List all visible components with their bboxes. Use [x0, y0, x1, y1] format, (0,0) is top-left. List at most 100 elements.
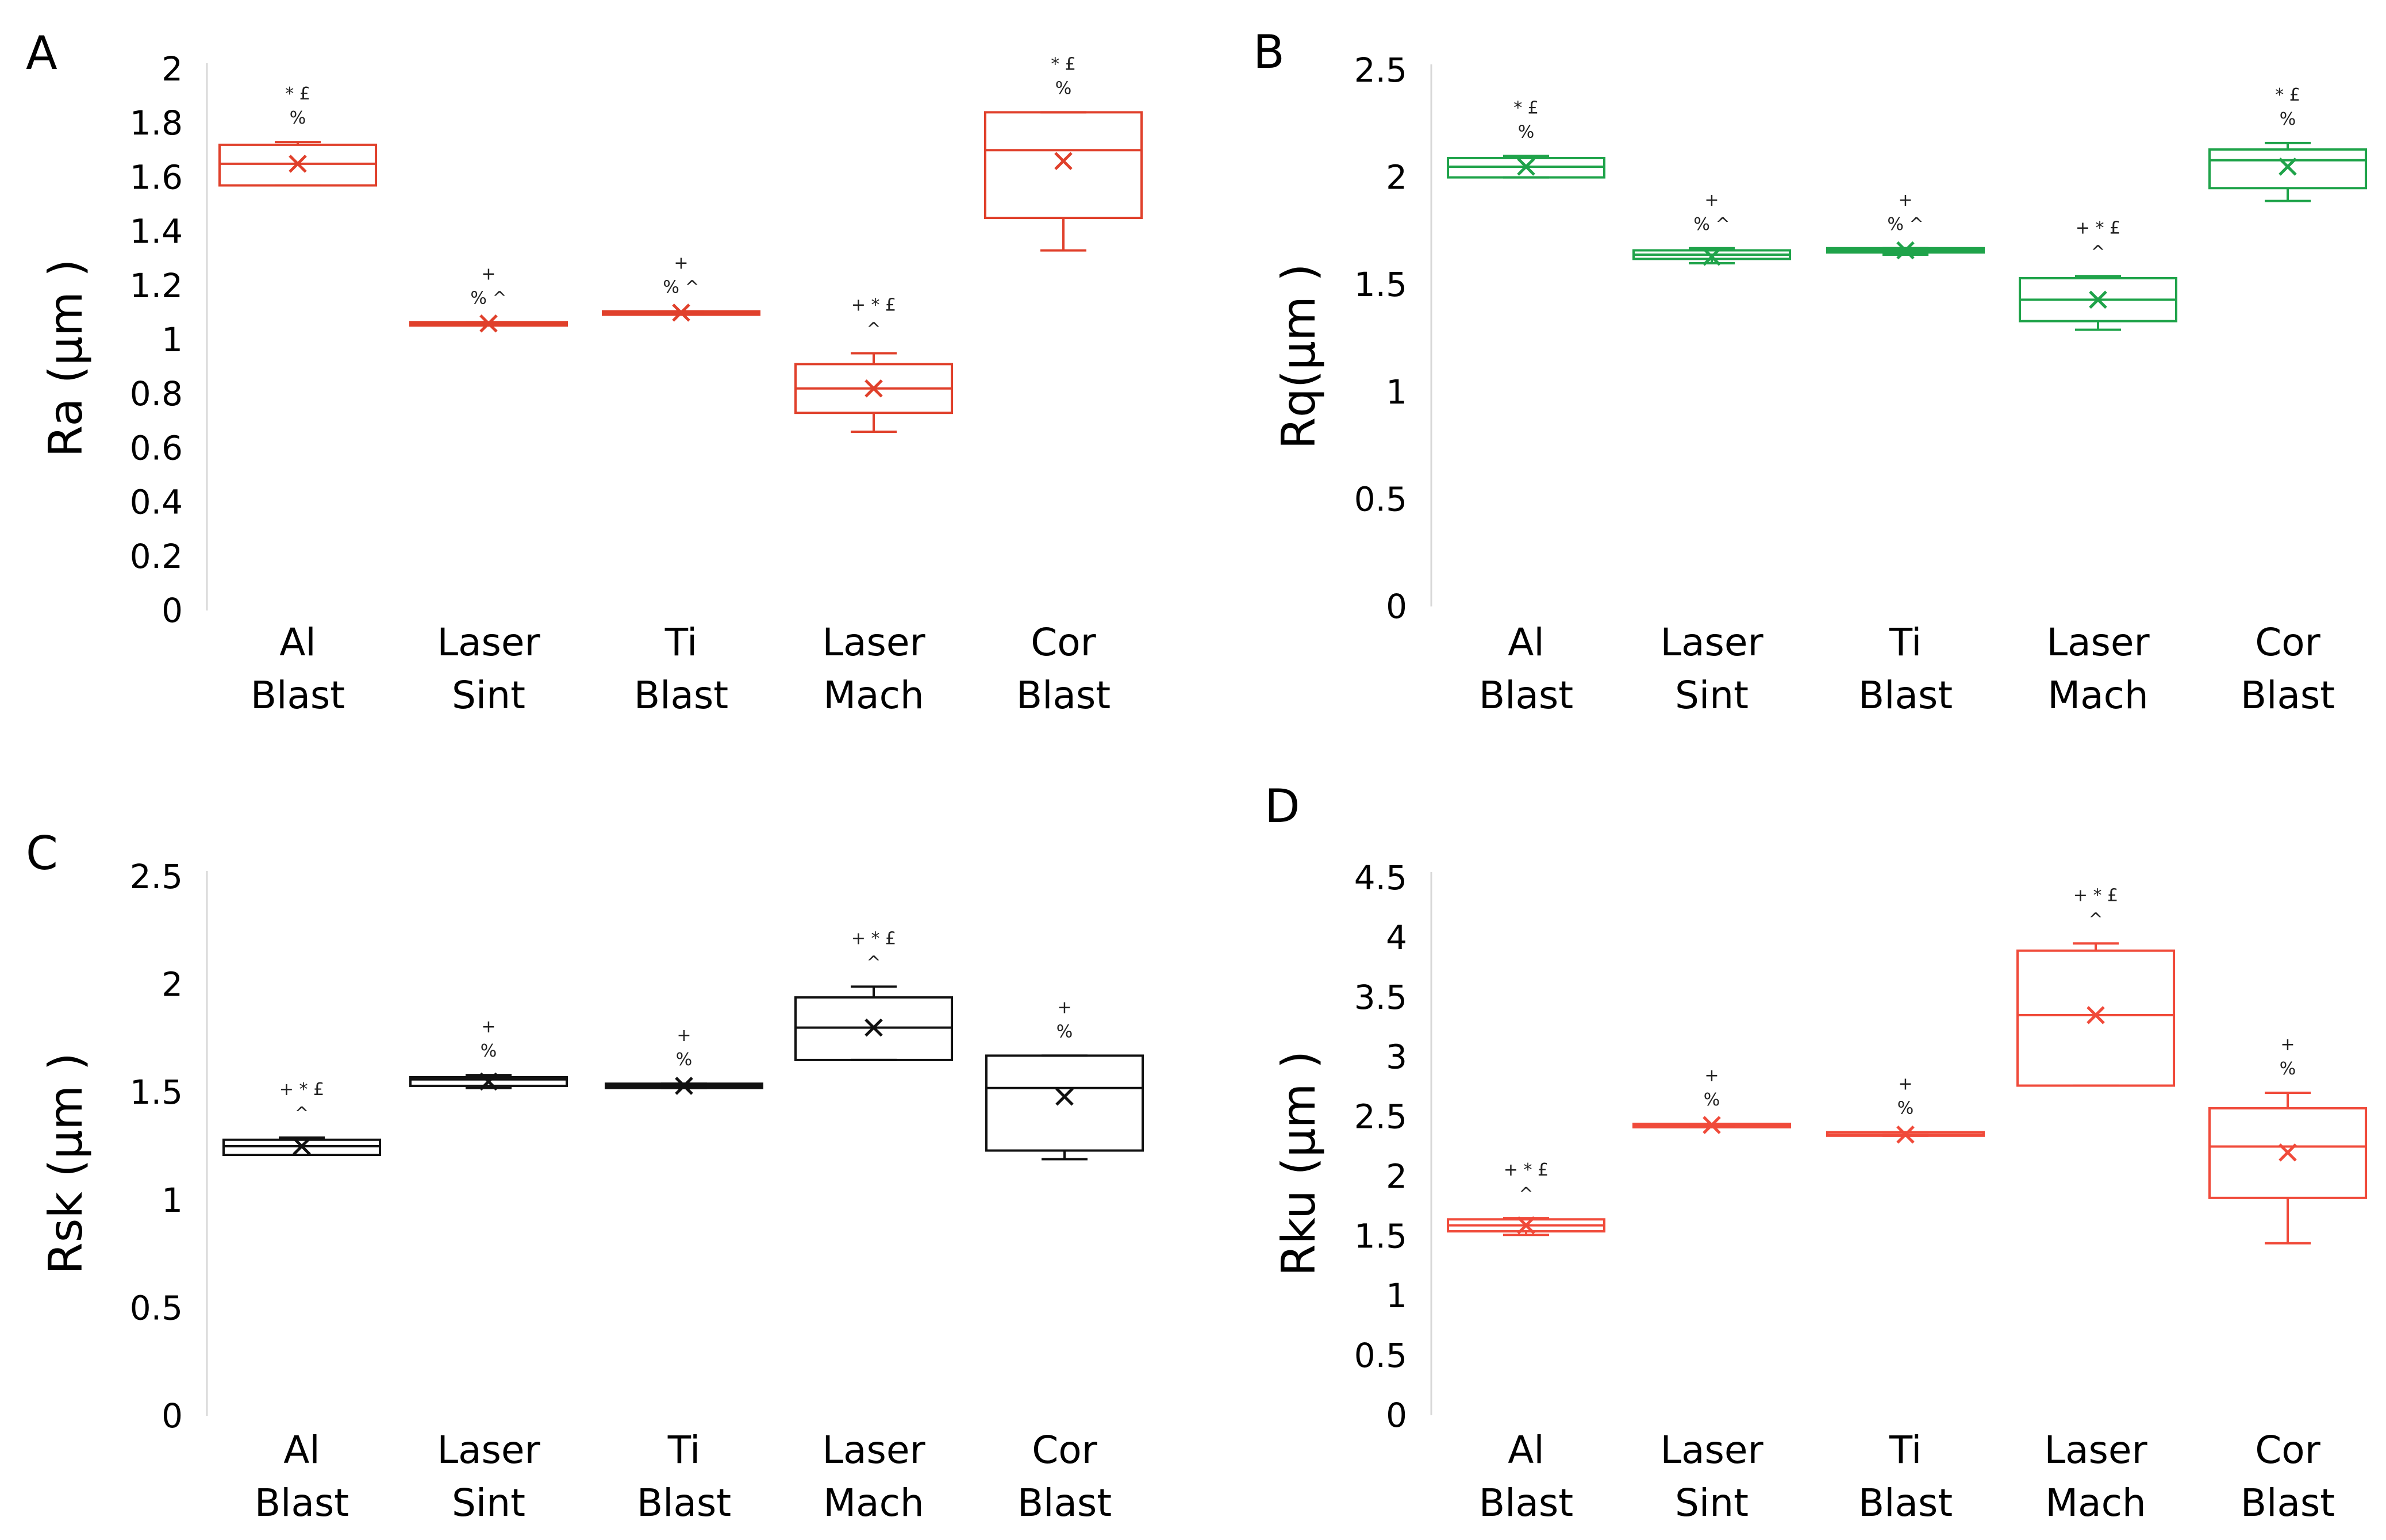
mean-marker-stroke	[1703, 1116, 1721, 1134]
mean-marker-stroke	[2087, 1006, 2105, 1024]
mean-marker-stroke	[865, 1018, 883, 1037]
significance-marks: %	[1055, 78, 1072, 98]
mean-marker-stroke	[865, 379, 883, 398]
y-tick-label: 1.2	[130, 266, 183, 305]
significance-marks: %	[676, 1050, 693, 1070]
x-category-label: Sint	[452, 673, 525, 717]
x-category-label: Blast	[251, 673, 345, 717]
y-tick-label: 0.5	[1354, 1336, 1407, 1375]
x-category-label: Mach	[2045, 1481, 2146, 1525]
box-0: * £%	[218, 84, 377, 187]
y-tick-label: 1.8	[130, 103, 183, 143]
x-category-label: Blast	[1017, 1481, 1112, 1525]
x-category-label: Cor	[2255, 620, 2320, 665]
significance-marks: * £	[1051, 54, 1076, 74]
mean-marker-stroke	[289, 155, 307, 173]
y-tick-label: 2	[162, 965, 183, 1004]
y-axis-label: Rsk (µm )	[39, 1053, 93, 1274]
significance-marks: +	[1704, 1066, 1719, 1086]
mean-marker	[1517, 158, 1535, 176]
x-category-label: Laser	[437, 1428, 540, 1472]
significance-marks: % ^	[663, 278, 699, 298]
significance-marks: * £	[1513, 98, 1539, 118]
panel-letter: D	[1265, 779, 1300, 833]
mean-marker	[289, 155, 307, 173]
y-tick-label: 0	[162, 591, 183, 630]
x-category-label: Blast	[1858, 1481, 1953, 1525]
panel-letter: A	[26, 26, 57, 80]
significance-marks: % ^	[470, 288, 506, 308]
mean-marker	[2089, 290, 2107, 309]
mean-marker	[1703, 247, 1721, 266]
x-category-label: Al	[1508, 620, 1544, 665]
box-4: +%	[2208, 1035, 2367, 1245]
x-category-label: Laser	[822, 620, 925, 665]
significance-marks: ^	[866, 953, 881, 973]
mean-marker-stroke	[675, 1077, 693, 1095]
significance-marks: ^	[2088, 909, 2103, 930]
x-category-label: Al	[1508, 1428, 1544, 1472]
significance-marks: %	[481, 1041, 497, 1061]
mean-marker-stroke	[1896, 1125, 1915, 1144]
x-category-label: Blast	[1016, 673, 1111, 717]
y-tick-label: 0	[1386, 1396, 1407, 1435]
y-tick-label: 2	[162, 49, 183, 89]
significance-marks: +	[1704, 190, 1719, 210]
mean-marker	[865, 379, 883, 398]
mean-marker-stroke	[1055, 1087, 1074, 1106]
significance-marks: +	[674, 254, 688, 274]
x-category-label: Laser	[1660, 620, 1763, 665]
box-iqr	[2208, 1107, 2367, 1199]
significance-marks: %	[1704, 1090, 1720, 1110]
mean-marker-stroke	[1896, 241, 1915, 260]
box-2: + % ^	[1826, 190, 1985, 260]
box-3: + * £ ^	[794, 928, 953, 1061]
y-tick-label: 1	[1386, 1276, 1407, 1315]
significance-marks: +	[481, 264, 495, 284]
x-category-label: Ti	[1889, 620, 1922, 665]
x-category-label: Blast	[2241, 1481, 2335, 1525]
mean-marker	[1703, 1116, 1721, 1134]
significance-marks: %	[2280, 109, 2296, 129]
y-tick-label: 0.2	[130, 537, 183, 576]
y-tick-label: 1.6	[130, 158, 183, 197]
panel-letter: B	[1253, 25, 1285, 79]
mean-marker-stroke	[1703, 247, 1721, 266]
mean-marker	[293, 1137, 311, 1155]
y-axis-label: Rku (µm )	[1272, 1051, 1325, 1276]
box-4: * £%	[984, 54, 1143, 252]
significance-marks: %	[290, 108, 306, 128]
x-category-label: Al	[279, 620, 316, 665]
x-category-label: Ti	[664, 620, 698, 665]
mean-marker-stroke	[1054, 152, 1073, 170]
y-tick-label: 0.6	[130, 428, 183, 467]
y-tick-label: 4.5	[1354, 858, 1407, 897]
mean-marker	[865, 1018, 883, 1037]
panel-d: D 0 0.5 1 1.5 2 2.5 3 3.5 4 4.5 Rku (µm ) + * £ ^ Al Bl…	[1265, 779, 2367, 1525]
significance-marks: ^	[866, 320, 881, 340]
y-tick-label: 2	[1386, 1157, 1407, 1196]
y-tick-label: 3	[1386, 1038, 1407, 1077]
y-tick-label: 1.4	[130, 212, 183, 251]
box-3: + * £ ^	[2019, 218, 2177, 331]
box-4: * £%	[2208, 85, 2367, 202]
x-category-label: Ti	[1889, 1428, 1922, 1472]
significance-marks: ^	[1519, 1184, 1533, 1204]
mean-marker-stroke	[1517, 158, 1535, 176]
x-category-label: Laser	[2044, 1428, 2147, 1472]
x-category-label: Mach	[823, 1481, 924, 1525]
panel-a: A 0 0.2 0.4 0.6 0.8 1 1.2 1.4 1.6 1.8 2 Ra (µm ) * £%…	[26, 26, 1143, 717]
significance-marks: %	[2280, 1059, 2296, 1079]
mean-marker-stroke	[1517, 1216, 1535, 1235]
mean-marker	[672, 304, 690, 322]
mean-marker-stroke	[672, 304, 690, 322]
mean-marker	[479, 1072, 498, 1091]
box-0: + * £ ^	[1447, 1160, 1605, 1236]
box-0: * £%	[1447, 98, 1605, 179]
significance-marks: * £	[2275, 85, 2300, 105]
significance-marks: +	[677, 1026, 691, 1046]
box-1: +%	[409, 1017, 568, 1091]
y-axis-label: Rq(µm )	[1272, 263, 1325, 449]
x-category-label: Blast	[255, 1481, 349, 1525]
